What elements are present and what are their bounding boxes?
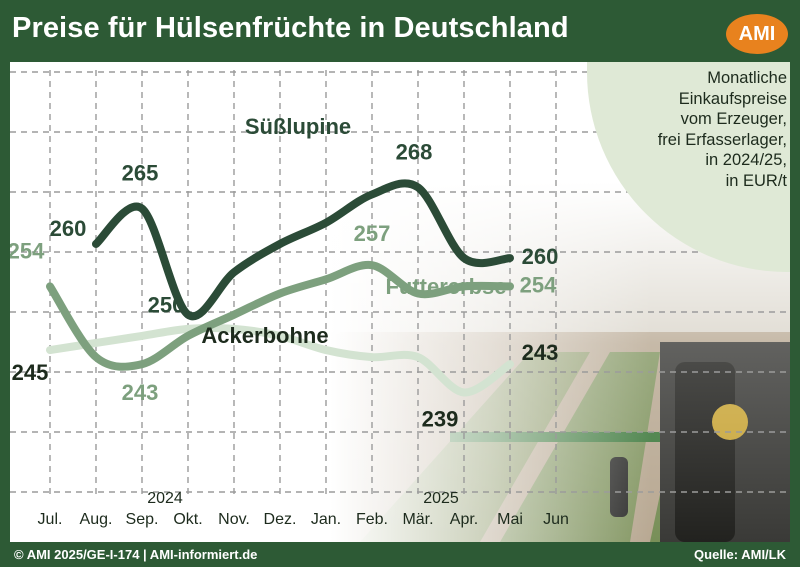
x-tick-label: Jan.: [311, 511, 341, 528]
year-label: 2025: [423, 490, 459, 507]
description-line: Monatliche: [707, 69, 787, 87]
value-label: 254: [520, 272, 557, 297]
value-label: 260: [50, 216, 87, 241]
description-text: Monatliche Einkaufspreise vom Erzeuger, …: [587, 68, 787, 191]
x-tick-label: Aug.: [80, 511, 113, 528]
chart-panel: 260 265 250 268 260 254 243 257 254 245 239 243 Süßl…: [10, 62, 790, 542]
x-tick-label: Feb.: [356, 511, 388, 528]
description-line: Einkaufspreise: [678, 89, 787, 108]
x-tick-label: Nov.: [218, 511, 250, 528]
value-label: 254: [10, 238, 45, 263]
description-line: frei Erfasserlager,: [657, 130, 787, 149]
value-label: 243: [522, 340, 559, 365]
series-line-suesslupine: [92, 179, 514, 321]
series-name-label: Ackerbohne: [201, 323, 328, 348]
value-label: 257: [354, 221, 391, 246]
x-tick-label: Jul.: [38, 511, 63, 528]
value-labels: 260265250268260254243257254245239243Süßl…: [10, 114, 558, 431]
series-line-futtererbse: [46, 260, 514, 371]
description-line: in EUR/t: [725, 171, 787, 190]
x-tick-label: Mär.: [402, 511, 433, 528]
value-label: 250: [148, 293, 185, 318]
value-label: 245: [12, 360, 49, 385]
description-line: vom Erzeuger,: [680, 110, 787, 128]
x-tick-label: Jun: [543, 511, 569, 528]
value-label: 239: [422, 406, 459, 431]
x-tick-label: Mai: [497, 511, 523, 528]
value-label: 260: [522, 244, 559, 269]
copyright-text: © AMI 2025/GE-I-174 | AMI-informiert.de: [14, 547, 258, 562]
source-text: Quelle: AMI/LK: [694, 547, 786, 562]
chart-title: Preise für Hülsenfrüchte in Deutschland: [12, 12, 569, 44]
value-label: 243: [122, 380, 159, 405]
year-label: 2024: [147, 490, 183, 507]
footer-bar: © AMI 2025/GE-I-174 | AMI-informiert.de …: [0, 542, 800, 567]
header-bar: Preise für Hülsenfrüchte in Deutschland …: [0, 0, 800, 62]
ami-logo: AMI: [726, 14, 788, 54]
series-name-label: Süßlupine: [245, 114, 351, 139]
description-line: in 2024/25,: [705, 151, 787, 169]
x-axis: Jul. Aug. Sep. Okt. Nov. Dez. Jan. Feb. Mär. Apr.…: [38, 490, 569, 528]
x-tick-label: Okt.: [173, 511, 202, 528]
series-lines: [46, 179, 514, 397]
series-name-label: Futtererbse: [385, 274, 506, 299]
value-label: 265: [122, 161, 159, 186]
x-tick-label: Apr.: [450, 511, 478, 528]
x-tick-label: Dez.: [264, 511, 297, 528]
series-line-ackerbohne: [46, 323, 514, 397]
value-label: 268: [396, 139, 433, 164]
x-tick-label: Sep.: [126, 511, 159, 528]
